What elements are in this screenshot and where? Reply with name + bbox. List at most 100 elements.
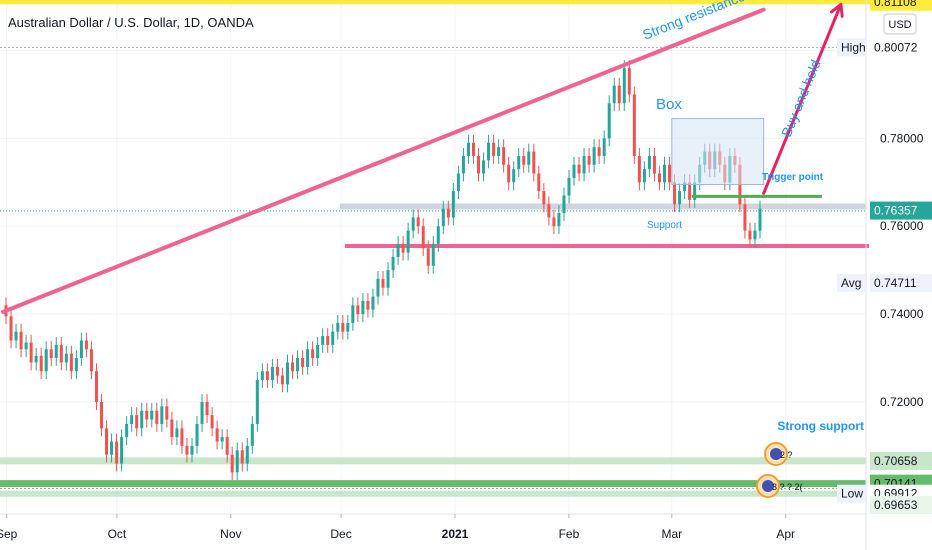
candle — [376, 271, 380, 305]
price-label-value: 0.81108 — [874, 0, 917, 9]
candle — [557, 205, 561, 235]
candle-body — [758, 208, 762, 231]
candle — [446, 200, 450, 226]
candle — [451, 183, 455, 226]
y-tick-label: 0.76000 — [880, 219, 924, 233]
candle — [346, 314, 350, 340]
candle-body — [110, 441, 114, 455]
candle — [180, 420, 184, 454]
candle — [547, 196, 551, 226]
candle-body — [647, 155, 651, 170]
candle — [391, 249, 395, 279]
candle-body — [361, 300, 365, 315]
candle — [115, 433, 119, 472]
candle-body — [668, 164, 672, 183]
candle — [436, 218, 440, 252]
candle-body — [617, 85, 621, 104]
event-globe-icon — [762, 480, 774, 492]
candle — [296, 350, 300, 380]
candle — [306, 341, 310, 375]
candle — [482, 152, 486, 182]
event-icon-1[interactable]: 2 ? — [764, 442, 793, 466]
candle-body — [280, 375, 284, 385]
candle — [155, 402, 159, 432]
candle-body — [316, 344, 320, 359]
candle — [135, 407, 139, 437]
candle-body — [44, 349, 48, 372]
candle — [582, 148, 586, 182]
candle-body — [150, 410, 154, 420]
candle — [210, 407, 214, 437]
time-axis[interactable]: Sep Oct Nov Dec 2021 Feb Mar Apr — [0, 513, 866, 541]
candle-body — [446, 208, 450, 218]
candle-body — [24, 342, 28, 350]
candle — [471, 134, 475, 164]
candle-body — [170, 419, 174, 438]
event-icon-2[interactable]: 3 ? ? 2( — [756, 474, 803, 498]
candle — [637, 148, 641, 191]
candle-body — [135, 415, 139, 429]
price-axis[interactable]: 0.800000.780000.760000.740000.720000.811… — [837, 0, 932, 550]
candle — [441, 200, 445, 235]
candle — [130, 407, 134, 432]
candle-body — [49, 349, 53, 359]
candle-body — [155, 410, 159, 424]
candle — [567, 170, 571, 204]
candle-body — [351, 305, 355, 323]
candle — [200, 394, 204, 432]
candle-body — [652, 155, 656, 174]
currency-button[interactable]: USD — [883, 13, 917, 35]
candle-body — [451, 191, 455, 218]
candle-body — [79, 340, 83, 359]
candle-body — [487, 142, 491, 161]
candle-body — [396, 243, 400, 257]
candle-body — [125, 423, 129, 438]
buy-and-hold-arrow — [762, 2, 843, 195]
candle-body — [632, 94, 636, 156]
candle — [431, 235, 435, 274]
candle-body — [637, 155, 641, 183]
candle-body — [9, 316, 13, 341]
candle-body — [195, 423, 199, 446]
candle — [99, 394, 104, 437]
candle-body — [130, 415, 134, 424]
candle — [678, 183, 682, 213]
candle — [59, 336, 63, 371]
candle — [396, 235, 400, 265]
candle-body — [160, 406, 164, 424]
candle — [612, 77, 616, 112]
candle — [225, 429, 229, 463]
x-tick-label: Mar — [661, 527, 682, 541]
price-label-level-081108: 0.81108 — [870, 0, 932, 11]
candle-body — [426, 248, 430, 266]
candle-body — [250, 423, 254, 446]
candle — [652, 148, 656, 182]
candle — [592, 139, 596, 173]
price-label-prefix: High — [841, 40, 866, 54]
candle-body — [627, 68, 631, 95]
candle — [84, 332, 88, 358]
candle-body — [411, 217, 415, 231]
candle — [416, 209, 420, 235]
candle-body — [612, 85, 616, 104]
candle-body — [466, 142, 470, 156]
candle-body — [416, 217, 420, 227]
candle — [175, 420, 179, 446]
candle — [255, 372, 259, 432]
candle — [291, 354, 295, 380]
candle-body — [657, 173, 661, 183]
candle-body — [683, 182, 687, 192]
price-label-bg — [870, 273, 932, 292]
candle-body — [492, 142, 496, 156]
candle — [275, 358, 279, 384]
candle — [301, 350, 305, 375]
candle — [326, 328, 330, 353]
candle — [245, 437, 249, 472]
candle — [642, 161, 646, 191]
candle — [185, 437, 189, 463]
candle — [79, 332, 83, 366]
candle — [597, 139, 601, 164]
candle-body — [99, 401, 104, 429]
price-label-avg: Avg 0.74711 — [837, 273, 932, 292]
